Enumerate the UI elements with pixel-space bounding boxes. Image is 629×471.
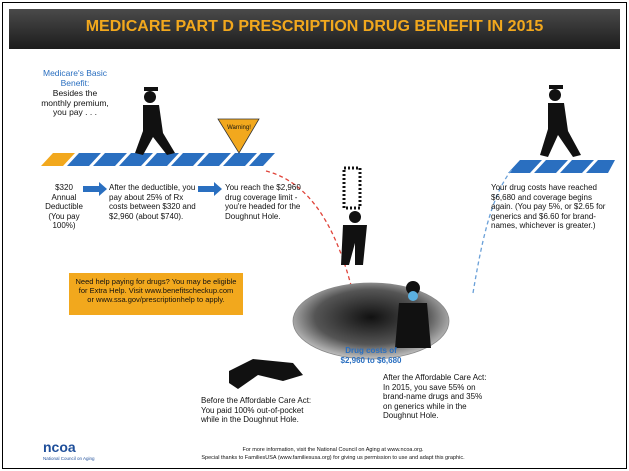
warning-label: Warning! xyxy=(227,125,251,131)
step-text: $320 Annual Deductible (You pay 100%) xyxy=(45,183,83,230)
arrows xyxy=(83,182,222,196)
basic-benefit-text: Besides the monthly premium, you pay . .… xyxy=(41,88,109,117)
logo-subtitle: National Council on Aging xyxy=(43,456,95,461)
step-text: You reach the $2,960 drug coverage limit… xyxy=(225,183,301,221)
artwork xyxy=(9,9,620,389)
hole-label: Drug costs of $2,960 to $6,680 xyxy=(340,346,402,365)
footer-line: Special thanks to FamiliesUSA (www.famil… xyxy=(201,455,465,461)
title-bar xyxy=(9,9,620,49)
footer-line: For more information, visit the National… xyxy=(242,447,424,453)
before-aca: Before the Affordable Care Act: You paid… xyxy=(201,396,312,424)
figures xyxy=(135,85,581,389)
step-text: Your drug costs have reached $6,680 and … xyxy=(491,183,606,230)
climb-path xyxy=(472,167,514,294)
help-box: Need help paying for drugs? You may be e… xyxy=(69,273,243,315)
logo: ncoa xyxy=(43,439,76,455)
after-aca: After the Affordable Care Act: In 2015, … xyxy=(383,373,487,420)
warning-sign xyxy=(217,118,260,154)
title: MEDICARE PART D PRESCRIPTION DRUG BENEFI… xyxy=(85,18,544,35)
basic-benefit-heading: Medicare's Basic Benefit: xyxy=(43,68,107,88)
step-text: After the deductible, you pay about 25% … xyxy=(109,183,196,221)
steps xyxy=(41,153,615,173)
fall-path xyxy=(265,170,354,294)
